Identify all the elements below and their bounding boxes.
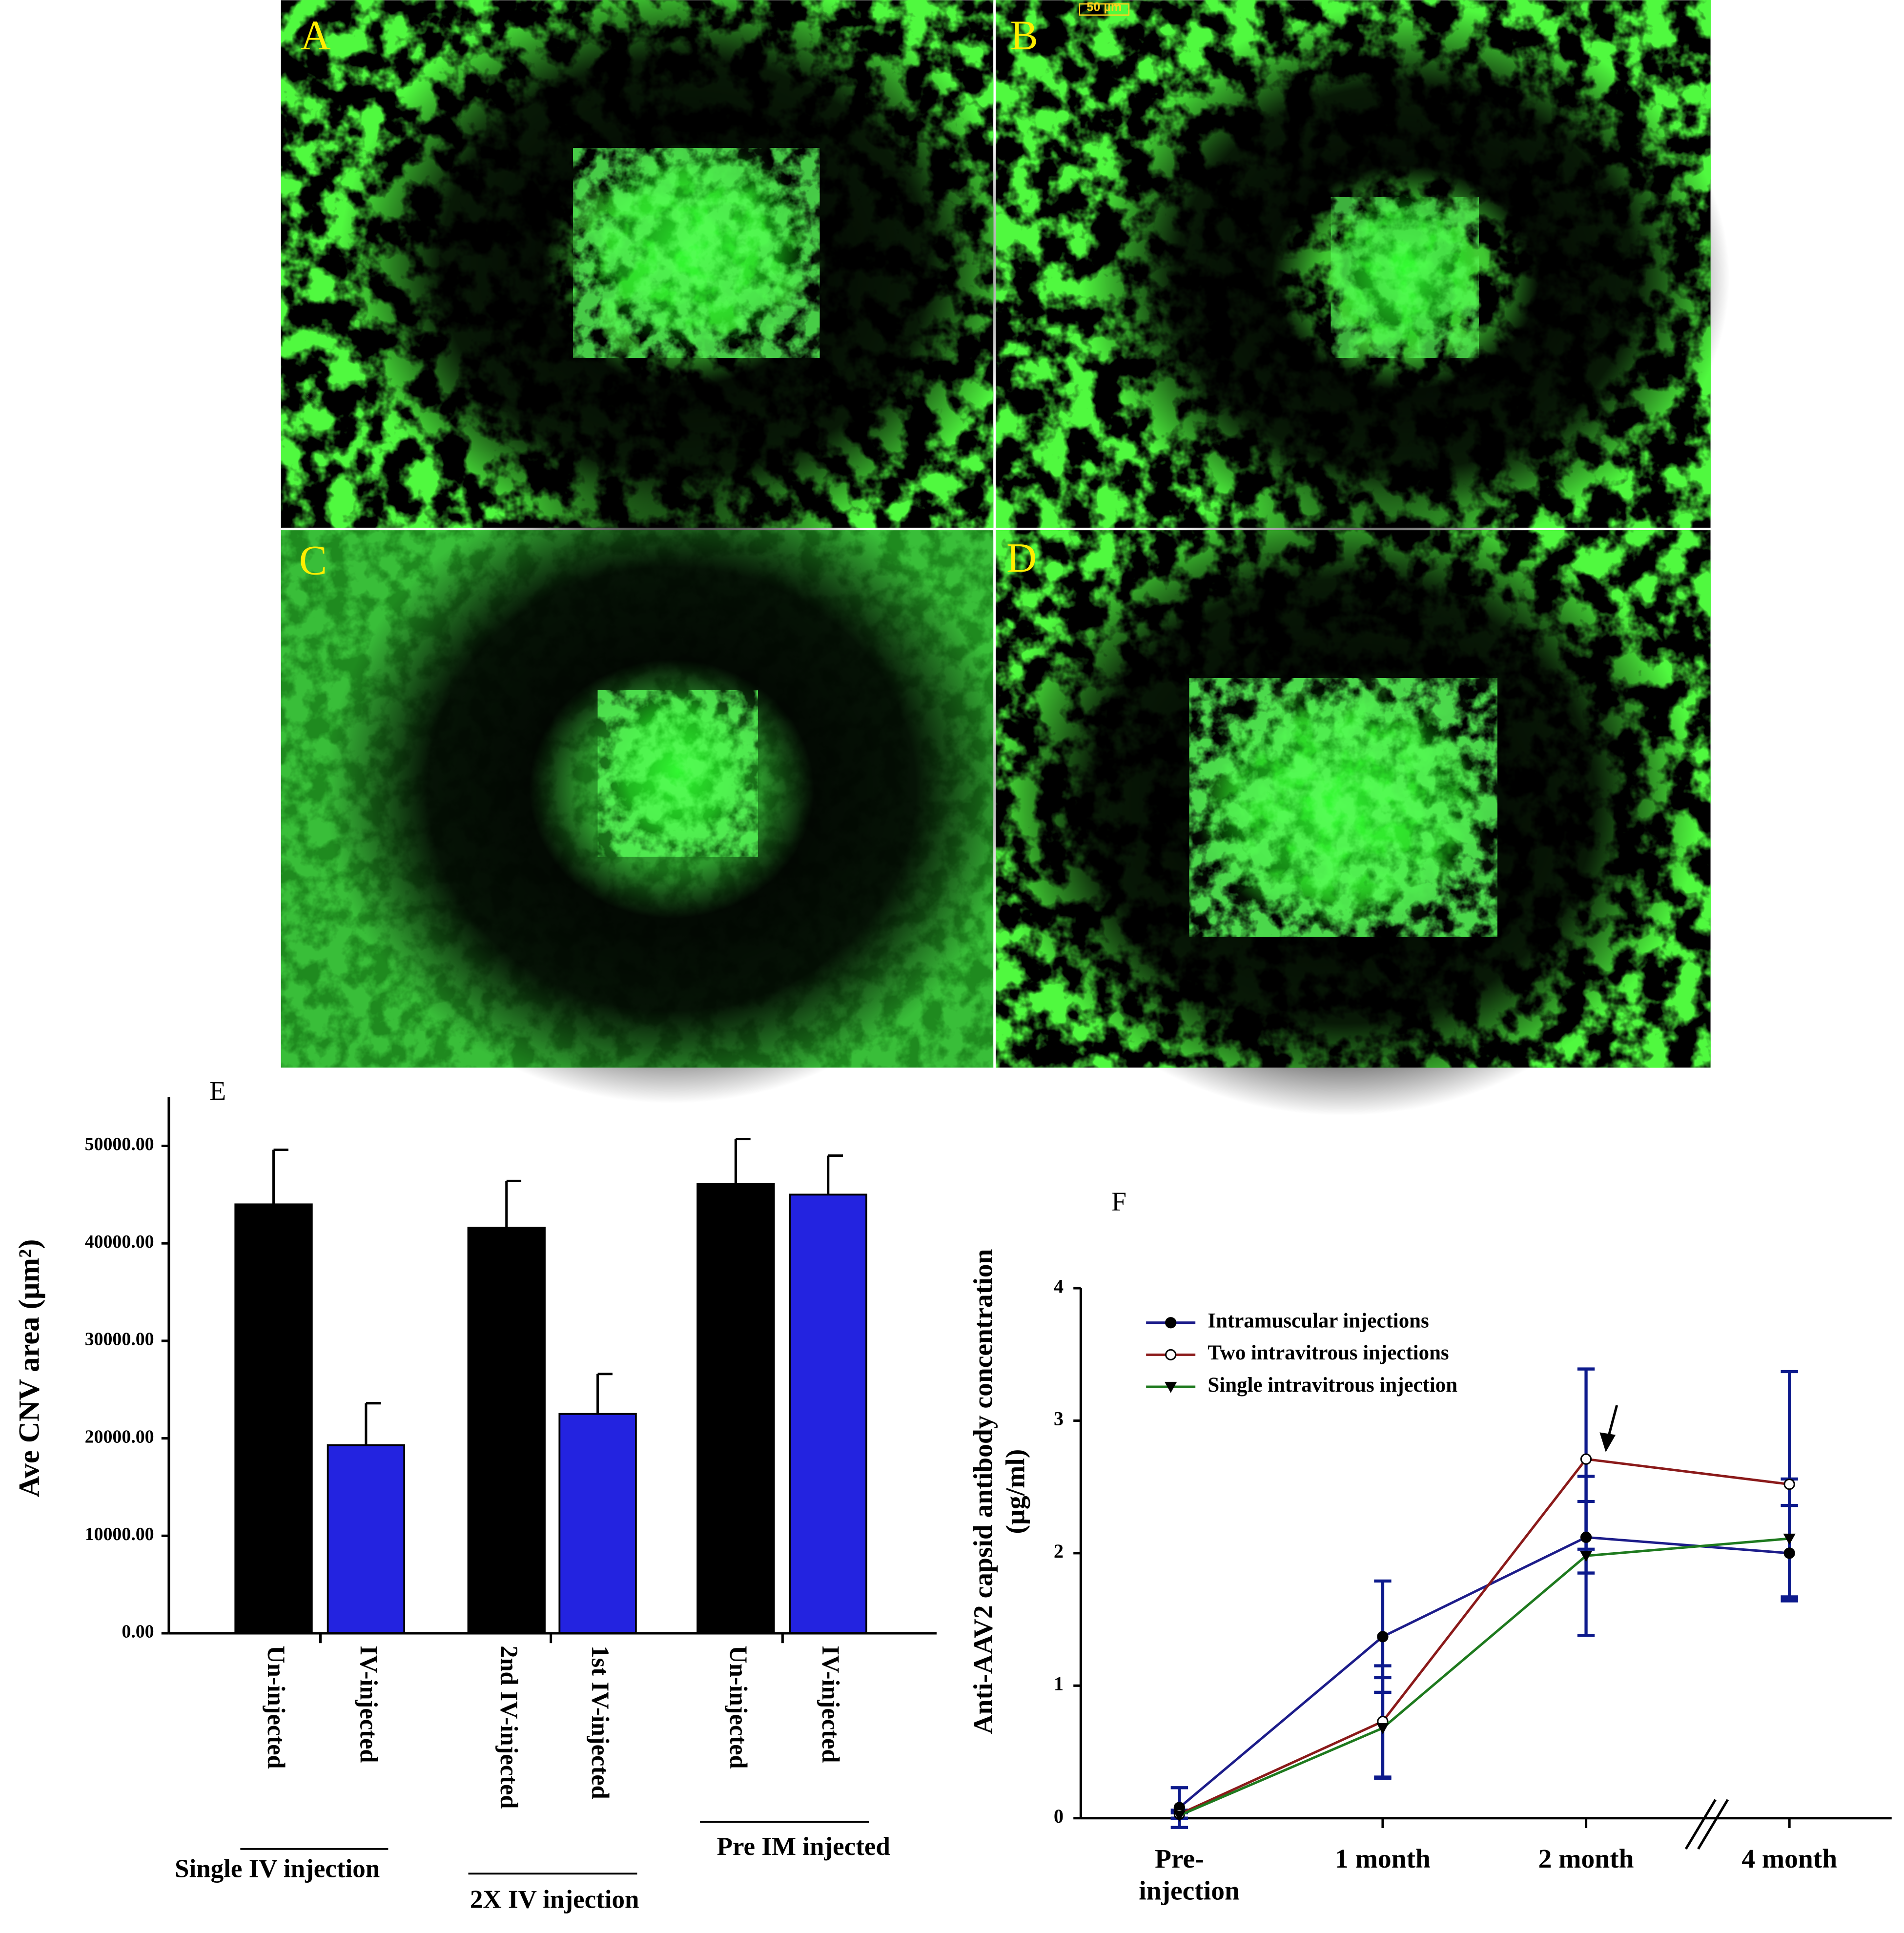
chart-title: F — [1111, 1187, 1126, 1217]
x-tick-label: Un-injected — [725, 1645, 752, 1768]
y-axis-label: Ave CNV area (µm²) — [13, 1239, 46, 1498]
x-tick-label: Pre-injection — [1139, 1844, 1240, 1906]
bar — [789, 1193, 867, 1634]
y-tick-label: 0.00 — [122, 1622, 154, 1642]
x-tick-label: 2nd IV-injected — [495, 1645, 523, 1809]
data-point — [1783, 1533, 1796, 1545]
panel-label: B — [1010, 12, 1038, 59]
legend-marker — [1165, 1381, 1177, 1393]
group-label: Pre IM injected — [717, 1832, 890, 1861]
y-axis-label: Anti-AAV2 capsid antibody concentration — [969, 1249, 999, 1734]
data-point — [1580, 1531, 1592, 1543]
y-tick-label: 30000.00 — [85, 1329, 154, 1350]
y-tick-label: 10000.00 — [85, 1524, 154, 1544]
series-line — [1179, 1458, 1790, 1815]
bar — [234, 1203, 313, 1634]
data-point — [1783, 1479, 1795, 1490]
series-line — [1179, 1537, 1790, 1817]
y-tick-label: 3 — [1054, 1408, 1064, 1430]
legend-marker — [1165, 1349, 1177, 1360]
data-point — [1376, 1723, 1389, 1734]
micrograph-b — [996, 0, 1787, 598]
y-tick-label: 40000.00 — [85, 1232, 154, 1252]
bar-axis-decor — [240, 1633, 869, 1875]
bar — [327, 1444, 406, 1634]
x-tick-label: Un-injected — [263, 1645, 290, 1768]
data-point — [1579, 1551, 1593, 1562]
panel-label: D — [1006, 535, 1037, 581]
bar — [696, 1183, 775, 1634]
panel-label: C — [299, 537, 327, 584]
micrograph-a — [277, 0, 1091, 611]
panel-label: A — [300, 12, 330, 59]
legend-label: Single intravitrous injection — [1208, 1374, 1457, 1397]
bar — [467, 1227, 546, 1634]
data-point — [1377, 1631, 1389, 1643]
y-tick-label: 20000.00 — [85, 1426, 154, 1447]
x-tick-label: IV-injected — [355, 1645, 382, 1763]
x-tick-label: 1st IV-injected — [587, 1645, 614, 1799]
x-tick-label: 2 month — [1538, 1844, 1634, 1874]
x-tick-label: IV-injected — [817, 1645, 844, 1763]
micrograph-d — [924, 432, 1762, 1172]
y-tick-label: 2 — [1054, 1540, 1064, 1562]
y-tick-label: 0 — [1054, 1805, 1064, 1827]
bar — [558, 1413, 637, 1634]
chart-title: E — [209, 1076, 226, 1106]
data-point — [1580, 1453, 1592, 1465]
series-line — [1178, 1536, 1790, 1809]
x-tick-label: 4 month — [1741, 1844, 1837, 1874]
data-point — [1783, 1547, 1795, 1559]
x-tick-label: 1 month — [1335, 1844, 1431, 1874]
legend-label: Two intravitrous injections — [1208, 1341, 1449, 1364]
y-axis-label: (µg/ml) — [1001, 1449, 1030, 1534]
scale-bar-label: 50 µm — [1086, 0, 1122, 14]
line-axis-decor — [1599, 1405, 1729, 1850]
data-point — [1173, 1810, 1186, 1822]
y-tick-label: 50000.00 — [85, 1134, 154, 1154]
group-label: 2X IV injection — [470, 1886, 639, 1914]
micrograph-c — [265, 419, 1079, 1159]
group-label: Single IV injection — [175, 1854, 380, 1883]
legend-marker — [1165, 1317, 1177, 1329]
y-tick-label: 1 — [1054, 1673, 1064, 1695]
legend-label: Intramuscular injections — [1208, 1310, 1429, 1333]
y-tick-label: 4 — [1054, 1275, 1064, 1297]
